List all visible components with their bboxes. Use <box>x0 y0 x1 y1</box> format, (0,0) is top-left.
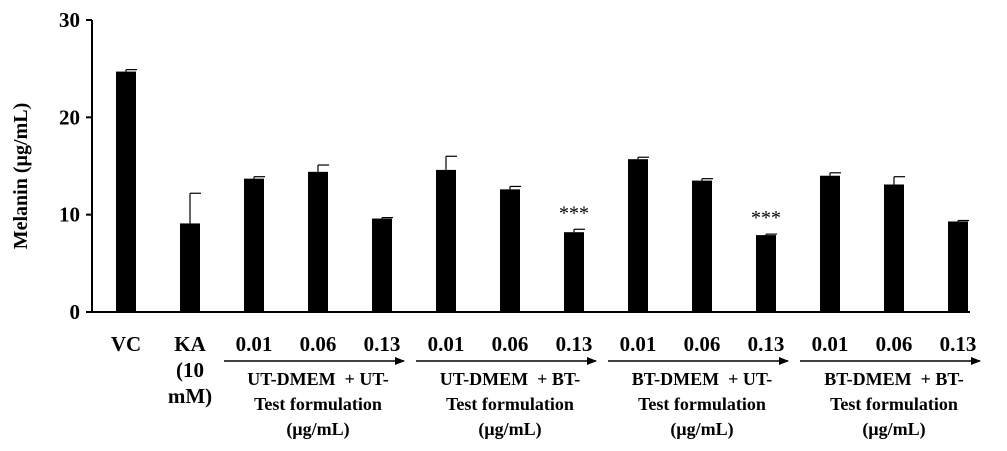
x-tick-label: (10 <box>176 358 204 382</box>
group-label: Test formulation <box>254 394 382 414</box>
x-tick-label: 0.01 <box>428 332 465 356</box>
x-tick-label: 0.01 <box>620 332 657 356</box>
x-tick-label: 0.13 <box>556 332 593 356</box>
y-tick-label: 20 <box>59 105 80 129</box>
x-tick-label: 0.13 <box>364 332 401 356</box>
x-tick-label: 0.06 <box>684 332 721 356</box>
bar <box>308 171 328 312</box>
bar <box>500 189 520 312</box>
y-tick-label: 30 <box>59 8 80 32</box>
x-tick-label: 0.01 <box>812 332 849 356</box>
x-tick-label: mM) <box>168 384 212 408</box>
significance-label: *** <box>751 207 781 229</box>
y-tick-label: 10 <box>59 203 80 227</box>
x-tick-label: 0.06 <box>300 332 337 356</box>
x-tick-label: 0.13 <box>748 332 785 356</box>
group-label: Test formulation <box>446 394 574 414</box>
bar <box>372 218 392 312</box>
group-label: (µg/mL) <box>670 419 733 440</box>
y-axis-label: Melanin (µg/mL) <box>10 103 32 250</box>
x-tick-label: 0.01 <box>236 332 273 356</box>
bar <box>180 223 200 312</box>
group-label: Test formulation <box>830 394 958 414</box>
bar <box>820 175 840 312</box>
bars <box>116 69 969 312</box>
significance-label: *** <box>559 202 589 224</box>
x-tick-label: 0.06 <box>492 332 529 356</box>
group-label: (µg/mL) <box>478 419 541 440</box>
group-label: UT-DMEM + UT- <box>247 369 388 389</box>
bar <box>692 180 712 312</box>
group-label: BT-DMEM + UT- <box>632 369 772 389</box>
bar <box>116 71 136 312</box>
group-label: Test formulation <box>638 394 766 414</box>
y-tick-label: 0 <box>70 300 81 324</box>
axes: 0 10 20 30 Melanin (µg/mL) <box>10 8 970 324</box>
x-tick-label: 0.13 <box>940 332 977 356</box>
x-tick-label: 0.06 <box>876 332 913 356</box>
bar <box>564 232 584 312</box>
x-tick-label: VC <box>111 332 141 356</box>
bar <box>884 184 904 312</box>
bar <box>628 159 648 312</box>
group-label: (µg/mL) <box>286 419 349 440</box>
bar <box>756 235 776 312</box>
bar <box>436 169 456 312</box>
bar <box>948 221 968 312</box>
group-label: (µg/mL) <box>862 419 925 440</box>
group-label: BT-DMEM + BT- <box>824 369 963 389</box>
group-label: UT-DMEM + BT- <box>440 369 580 389</box>
bar <box>244 178 264 312</box>
x-tick-label: KA <box>174 332 206 356</box>
